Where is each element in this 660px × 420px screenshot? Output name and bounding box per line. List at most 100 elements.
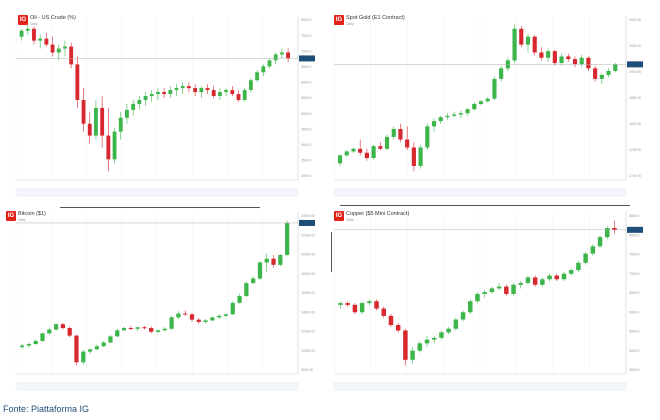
candle-body [525,277,531,283]
divider-vertical [331,232,332,272]
candle-body [230,90,235,95]
candle-body [180,86,185,89]
candle-body [118,117,123,132]
y-tick-label: 10000.00 [301,349,315,353]
candle-body [438,117,443,122]
candle-body [149,328,154,332]
candle-body [458,113,463,115]
divider-right [340,205,630,206]
navigator-strip [15,382,299,391]
gold-chart-svg: 2000.00 1950.00 1900.00 1850.00 1800.00 1750.… [333,16,643,197]
copper-chart-title: Copper ($5 Mini Contract) [346,211,410,217]
candle-body [546,51,551,58]
candle-body [364,152,369,159]
candle-body [210,317,215,321]
candle-body [345,303,350,305]
candle-body [403,330,408,360]
candle-body [453,319,459,329]
candle-body [532,36,537,53]
candle-body [56,48,61,53]
candle-body [367,301,372,304]
y-tick-label: 12000.00 [301,330,315,334]
candle-body [554,275,560,280]
candle-body [255,72,260,81]
copper-chart-subtitle: Daily [346,218,354,222]
candle-body [338,303,343,305]
last-price-marker [299,55,315,62]
candle-body [176,313,181,318]
candle-body [358,148,363,153]
oil-chart-svg: 8000.0 7500.0 7000.0 6500.0 6000.0 5500.0 5000… [15,16,315,197]
candle-body [475,293,480,302]
candle-body [381,308,386,316]
candle-body [211,90,216,97]
candle-body [337,155,343,164]
candle-body [612,228,617,230]
candle-body [446,328,451,333]
y-tick-label: 8000.00 [301,368,313,372]
y-tick-label: 1700.00 [629,174,641,178]
candle-body [418,147,423,166]
candle-body [572,59,578,65]
candle-body [388,315,394,326]
candle-body [106,135,111,160]
candle-body [94,346,99,350]
oil-chart-subtitle: Daily [30,22,38,26]
candle-body [576,262,581,271]
candle-body [285,222,290,255]
candle-body [115,330,120,337]
candle-body [257,262,263,279]
last-price-marker [299,219,315,226]
candle-body [137,99,142,104]
y-tick-label: 20000.00 [301,253,315,257]
candle-body [359,303,365,313]
candle-body [135,327,140,329]
candle-body [242,90,247,100]
candle-body [193,88,198,93]
y-tick-label: 5000.0 [629,349,639,353]
candle-body [60,324,65,329]
candle-body [460,312,466,320]
candle-body [38,38,43,41]
candle-body [579,57,584,65]
candle-body [128,328,133,330]
candle-body [417,343,423,351]
candle-body [248,80,253,91]
candle-body [512,28,517,61]
candle-body [599,74,604,79]
y-tick-label: 7500.0 [629,253,639,257]
candle-body [25,28,30,31]
candle-body [189,314,195,320]
oil-chart-panel: 8000.0 7500.0 7000.0 6500.0 6000.0 5500.0 5000… [2,2,320,202]
navigator-strip [15,188,299,197]
ig-logo-icon: IG [334,211,344,221]
candle-body [411,147,416,166]
candle-body [499,68,504,79]
candle-body [131,103,136,110]
candle-body [53,324,59,330]
candle-body [566,56,571,60]
candle-body [606,70,611,75]
candle-body [63,46,67,49]
candle-body [19,30,24,37]
candle-body [371,146,376,159]
ig-logo-icon: IG [18,15,28,25]
candle-body [112,131,117,160]
candle-body [174,88,179,91]
candle-body [125,109,129,118]
candle-body [203,320,208,322]
candle-body [384,136,390,149]
candle-body [94,107,98,136]
candle-body [586,57,591,69]
oil-chart-title: Oil - US Crude (%) [30,15,76,21]
candle-body [478,101,484,104]
candle-body [67,328,72,336]
candle-body [561,273,567,280]
candle-body [559,56,564,64]
y-tick-label: 6000.0 [629,310,639,314]
candle-body [613,64,618,71]
candle-body [489,288,495,293]
candle-body [81,351,86,363]
candle-body [32,28,36,41]
candle-body [511,284,516,294]
